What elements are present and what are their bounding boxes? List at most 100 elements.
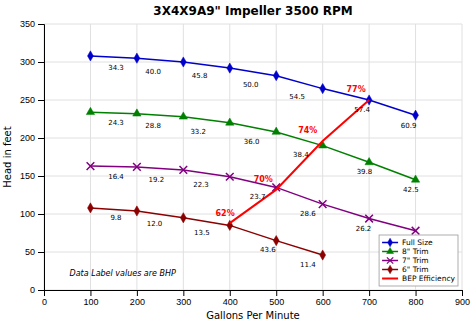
legend-swatch — [382, 278, 398, 280]
bhp-label: 43.6 — [260, 246, 276, 254]
tick-label: 100 — [20, 209, 35, 219]
marker — [319, 200, 327, 208]
tick: 250 — [20, 95, 44, 105]
x-axis-title: Gallons Per Minute — [206, 310, 300, 321]
tick: 800 — [409, 290, 424, 307]
legend-label: 8" Trim — [402, 247, 429, 256]
efficiency-label: 74% — [298, 126, 317, 135]
efficiency-label: 62% — [216, 209, 235, 218]
bhp-label: 26.2 — [356, 225, 372, 233]
legend-box — [379, 235, 458, 286]
bhp-label: 39.8 — [357, 168, 373, 176]
grid — [44, 24, 462, 290]
legend-marker — [387, 247, 394, 253]
tick-mark — [276, 290, 277, 296]
marker — [133, 109, 141, 116]
axis-line — [38, 25, 45, 291]
tick: 350 — [20, 19, 44, 29]
bhp-label: 42.5 — [403, 186, 419, 194]
marker — [365, 215, 373, 223]
legend: Full Size8" Trim7" Trim6" TrimBEP Effici… — [379, 235, 458, 286]
bhp-label: 19.2 — [149, 176, 165, 184]
bhp-label: 11.4 — [300, 261, 316, 269]
tick-label: 350 — [20, 19, 35, 29]
tick-label: 100 — [83, 297, 98, 307]
legend-marker — [388, 238, 393, 247]
annotations: 34.340.045.850.054.557.460.924.328.833.2… — [70, 64, 419, 278]
bhp-label: 36.0 — [244, 138, 260, 146]
tick: 200 — [20, 133, 44, 143]
tick-mark — [38, 252, 44, 253]
tick-label: 800 — [409, 297, 424, 307]
tick-mark — [183, 290, 184, 296]
tick-label: 600 — [316, 297, 331, 307]
grid-line-y — [44, 100, 462, 101]
marker — [412, 227, 420, 235]
marker — [133, 163, 141, 171]
axis-line — [45, 291, 463, 297]
bhp-label: 34.3 — [108, 64, 124, 72]
marker — [273, 236, 279, 246]
tick: 100 — [83, 290, 98, 307]
tick: 300 — [20, 57, 44, 67]
marker — [320, 250, 326, 260]
marker — [411, 175, 419, 182]
tick: 150 — [20, 171, 44, 181]
bhp-label: 38.4 — [293, 151, 309, 159]
tick-mark — [38, 214, 44, 215]
bhp-label: 23.7 — [250, 193, 266, 201]
marker — [227, 63, 233, 73]
marker — [179, 112, 187, 119]
series-line — [90, 208, 322, 255]
tick: 700 — [362, 290, 377, 307]
marker — [180, 166, 188, 174]
marker — [180, 213, 186, 223]
efficiency-label: 77% — [347, 85, 366, 94]
tick-label: 900 — [455, 297, 470, 307]
efficiency-label: 70% — [254, 175, 273, 184]
tick-label: 300 — [176, 297, 191, 307]
tick: 100 — [20, 209, 44, 219]
tick-label: 400 — [223, 297, 238, 307]
tick-mark — [90, 290, 91, 296]
y-axis-title: Head in feet — [2, 126, 13, 187]
grid-line-x — [369, 24, 370, 290]
grid-line-y — [44, 214, 462, 215]
bhp-label: 22.3 — [193, 181, 209, 189]
bhp-label: 33.2 — [190, 128, 206, 136]
tick-mark — [137, 290, 138, 296]
grid-line-x — [136, 24, 137, 290]
marker — [88, 203, 94, 213]
bhp-label: 24.3 — [108, 119, 124, 127]
legend-label: BEP Efficiency — [402, 274, 455, 283]
tick: 50 — [25, 247, 44, 257]
tick: 0 — [30, 285, 44, 295]
tick-label: 200 — [130, 297, 145, 307]
grid-line-x — [90, 24, 91, 290]
tick: 0 — [42, 290, 47, 307]
marker — [226, 173, 234, 181]
grid-line-y — [44, 62, 462, 63]
bhp-label: 50.0 — [243, 81, 259, 89]
bhp-label: 9.8 — [110, 214, 121, 222]
marker — [226, 118, 234, 125]
title: 3X4X9A9" Impeller 3500 RPM — [153, 4, 352, 18]
marker — [365, 158, 373, 165]
chart-container: 0100200300400500600700800900050100150200… — [0, 0, 474, 324]
marker — [134, 53, 140, 63]
bhp-label: 60.9 — [401, 122, 417, 130]
note: Data Label values are BHP — [70, 269, 176, 278]
bhp-label: 13.5 — [194, 229, 210, 237]
chart: 0100200300400500600700800900050100150200… — [0, 0, 474, 324]
marker — [366, 95, 372, 105]
legend-marker — [388, 265, 393, 274]
tick-mark — [38, 176, 44, 177]
tick-mark — [323, 290, 324, 296]
legend-label: 7" Trim — [402, 256, 429, 265]
tick-mark — [38, 62, 44, 63]
y-axis: 0 50 100 150 200 250 300 350 — [20, 19, 45, 295]
bhp-label: 16.4 — [108, 173, 124, 181]
legend-label: 6" Trim — [402, 265, 429, 274]
marker — [134, 206, 140, 216]
marker — [87, 162, 95, 170]
